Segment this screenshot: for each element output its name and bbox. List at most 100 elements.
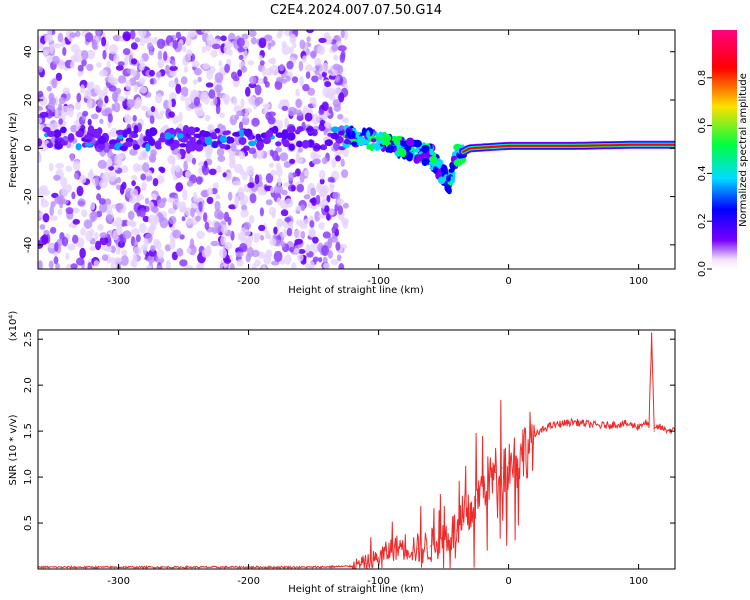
noise-speckle [58,96,66,105]
signal-band-spot [204,136,213,146]
noise-speckle [182,46,187,53]
noise-speckle [295,219,303,226]
noise-speckle [49,43,54,54]
noise-speckle [168,207,174,214]
noise-speckle [149,115,155,125]
signal-blob [421,157,428,167]
noise-speckle [48,260,54,269]
noise-speckle [149,245,156,252]
figure-title: C2E4.2024.007.07.50.G14 [270,3,442,18]
noise-speckle [303,218,310,224]
noise-speckle [222,94,231,103]
signal-band-spot [176,132,184,139]
noise-speckle [319,178,325,185]
snr-data-point [404,545,406,547]
snr-data-point [547,425,549,428]
noise-speckle [243,221,251,230]
noise-speckle [101,36,107,47]
noise-speckle [314,210,321,222]
noise-speckle [41,46,50,56]
noise-speckle [254,97,261,107]
noise-speckle [144,197,150,205]
colorbar-ticks: 0.0 0.2 0.4 0.6 0.8 [697,70,712,277]
signal-band-spot [53,129,62,138]
noise-speckle [251,263,257,269]
noise-speckle [83,219,93,229]
noise-speckle [329,184,335,194]
noise-speckle [253,237,259,243]
noise-speckle [284,254,292,265]
snr-data-point [475,499,477,501]
noise-speckle [68,222,76,228]
noise-speckle [99,69,108,77]
noise-speckle [94,175,100,187]
x-tick-label: -300 [107,276,130,287]
signal-band-spot [149,138,156,147]
signal-blob [366,144,372,150]
signal-band-spot [75,143,82,151]
noise-speckle [113,164,119,171]
snr-line-layer [38,332,675,569]
noise-speckle [130,58,138,65]
noise-speckle [278,30,283,37]
noise-speckle [318,170,326,180]
noise-speckle [129,30,136,40]
noise-speckle [274,80,283,90]
noise-speckle [223,258,232,264]
noise-speckle [219,248,227,259]
noise-speckle [109,44,118,55]
noise-speckle [315,194,321,205]
noise-speckle [106,246,112,252]
x-tick-label: 100 [629,276,648,287]
noise-speckle [220,224,228,235]
noise-speckle [245,107,252,114]
noise-speckle [44,34,54,44]
noise-speckle [270,186,275,193]
noise-speckle [340,158,345,167]
noise-speckle [172,39,179,50]
snr-data-point [488,479,490,481]
noise-speckle [332,99,342,108]
noise-speckle [201,46,207,53]
noise-speckle [125,79,132,91]
noise-speckle [70,61,75,69]
noise-speckle [335,155,341,162]
noise-speckle [204,114,211,122]
signal-band-spot [248,140,257,147]
noise-speckle [104,95,109,104]
noise-speckle [291,76,299,84]
signal-band-spot [83,134,93,140]
noise-speckle [108,85,117,92]
noise-speckle [341,169,349,179]
noise-speckle [269,238,277,246]
noise-speckle [218,60,223,67]
noise-speckle [309,228,316,238]
noise-speckle [192,60,200,68]
noise-speckle [311,75,319,83]
noise-speckle [167,154,176,165]
noise-speckle [39,96,48,106]
noise-speckle [203,212,208,223]
signal-band-spot [67,133,75,142]
noise-speckle [97,159,107,169]
noise-speckle [249,75,257,85]
noise-speckle [302,83,310,92]
noise-speckle [278,120,283,129]
noise-speckle [175,31,182,39]
noise-speckle [115,217,123,227]
colorbar-tick-label: 0.6 [697,118,708,134]
noise-speckle [206,196,214,205]
noise-speckle [197,76,202,83]
noise-speckle [289,246,294,253]
noise-speckle [156,38,166,49]
noise-speckle [148,50,154,56]
noise-speckle [179,234,185,240]
noise-speckle [251,117,260,127]
noise-speckle [93,260,100,267]
noise-speckle [56,195,65,204]
signal-band-spot [238,137,247,145]
snr-data-point [417,548,419,550]
noise-speckle [276,197,282,206]
noise-speckle [214,72,224,83]
noise-speckle [201,165,207,173]
